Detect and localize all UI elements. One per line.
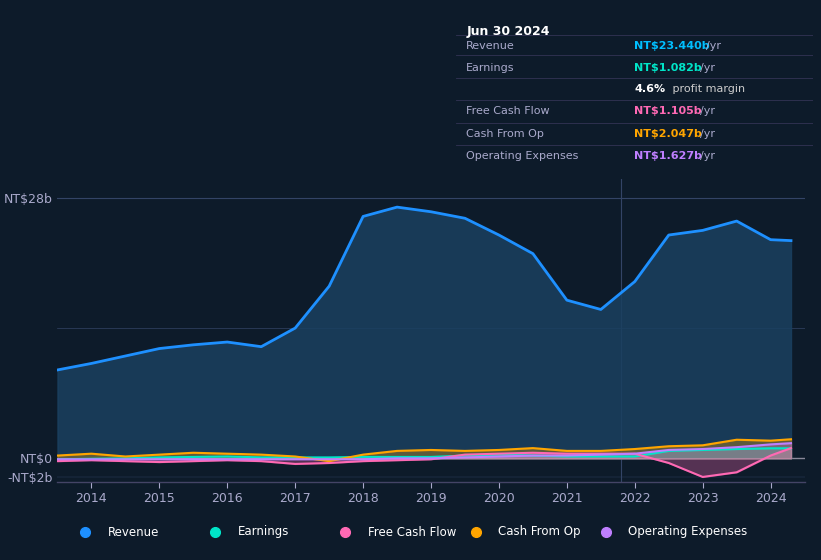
Text: Free Cash Flow: Free Cash Flow bbox=[368, 525, 456, 539]
Text: NT$2.047b: NT$2.047b bbox=[635, 129, 702, 139]
Text: /yr: /yr bbox=[699, 106, 714, 116]
Text: /yr: /yr bbox=[699, 129, 714, 139]
Text: Earnings: Earnings bbox=[466, 63, 515, 73]
Text: Revenue: Revenue bbox=[108, 525, 159, 539]
Text: NT$1.105b: NT$1.105b bbox=[635, 106, 702, 116]
Text: NT$23.440b: NT$23.440b bbox=[635, 41, 710, 51]
Text: NT$1.082b: NT$1.082b bbox=[635, 63, 702, 73]
Text: Cash From Op: Cash From Op bbox=[498, 525, 580, 539]
Text: /yr: /yr bbox=[706, 41, 721, 51]
Text: Jun 30 2024: Jun 30 2024 bbox=[466, 25, 550, 38]
Text: profit margin: profit margin bbox=[669, 84, 745, 94]
Text: /yr: /yr bbox=[699, 151, 714, 161]
Text: /yr: /yr bbox=[699, 63, 714, 73]
Text: Earnings: Earnings bbox=[237, 525, 289, 539]
Text: Revenue: Revenue bbox=[466, 41, 515, 51]
Text: Cash From Op: Cash From Op bbox=[466, 129, 544, 139]
Text: 4.6%: 4.6% bbox=[635, 84, 665, 94]
Text: Free Cash Flow: Free Cash Flow bbox=[466, 106, 550, 116]
Text: Operating Expenses: Operating Expenses bbox=[466, 151, 579, 161]
Text: Operating Expenses: Operating Expenses bbox=[628, 525, 747, 539]
Text: NT$1.627b: NT$1.627b bbox=[635, 151, 702, 161]
